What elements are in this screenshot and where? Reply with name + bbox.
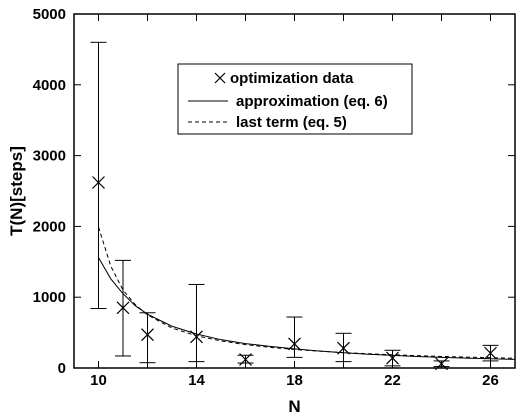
y-tick-label: 0 xyxy=(58,360,66,377)
legend-label-last-term: last term (eq. 5) xyxy=(236,114,347,131)
data-point xyxy=(433,357,450,371)
x-tick-label: 14 xyxy=(188,372,205,389)
y-tick-label: 1000 xyxy=(33,289,66,306)
data-point xyxy=(335,332,352,363)
x-axis-label: N xyxy=(288,397,300,416)
y-axis-label: T(N)[steps] xyxy=(7,146,26,236)
legend-label-approximation: approximation (eq. 6) xyxy=(236,93,388,110)
fit-curves xyxy=(98,226,516,360)
x-tick-label: 18 xyxy=(286,372,303,389)
x-icon xyxy=(288,337,301,351)
data-point xyxy=(482,344,499,362)
x-icon xyxy=(337,341,350,355)
x-icon xyxy=(386,351,399,365)
legend: optimization data approximation (eq. 6) … xyxy=(177,63,413,135)
x-icon xyxy=(484,346,497,360)
axis-tick-labels: 10 14 18 22 26 0 1000 2000 3000 4000 5000 xyxy=(33,6,499,389)
x-tick-label: 22 xyxy=(384,372,401,389)
last-term-curve xyxy=(98,226,516,359)
data-point xyxy=(237,353,254,366)
x-tick-label: 10 xyxy=(90,372,107,389)
x-tick-label: 26 xyxy=(482,372,499,389)
data-point xyxy=(286,316,303,358)
x-icon xyxy=(190,330,203,344)
data-points xyxy=(90,41,499,371)
data-point xyxy=(139,312,156,364)
x-icon xyxy=(116,301,130,315)
y-tick-label: 5000 xyxy=(33,6,66,23)
data-point xyxy=(90,41,107,310)
data-point xyxy=(188,283,205,363)
legend-label-optimization-data: optimization data xyxy=(230,70,354,87)
x-icon xyxy=(92,176,105,189)
x-icon xyxy=(435,357,448,371)
data-point xyxy=(115,259,131,357)
y-tick-label: 4000 xyxy=(33,77,66,94)
y-tick-label: 2000 xyxy=(33,218,66,235)
data-point xyxy=(384,349,401,367)
legend-marker-x-icon xyxy=(214,72,226,84)
x-icon xyxy=(214,72,226,84)
x-icon xyxy=(141,328,154,342)
approximation-curve xyxy=(98,257,516,360)
x-icon xyxy=(239,353,252,366)
y-tick-label: 3000 xyxy=(33,148,66,165)
